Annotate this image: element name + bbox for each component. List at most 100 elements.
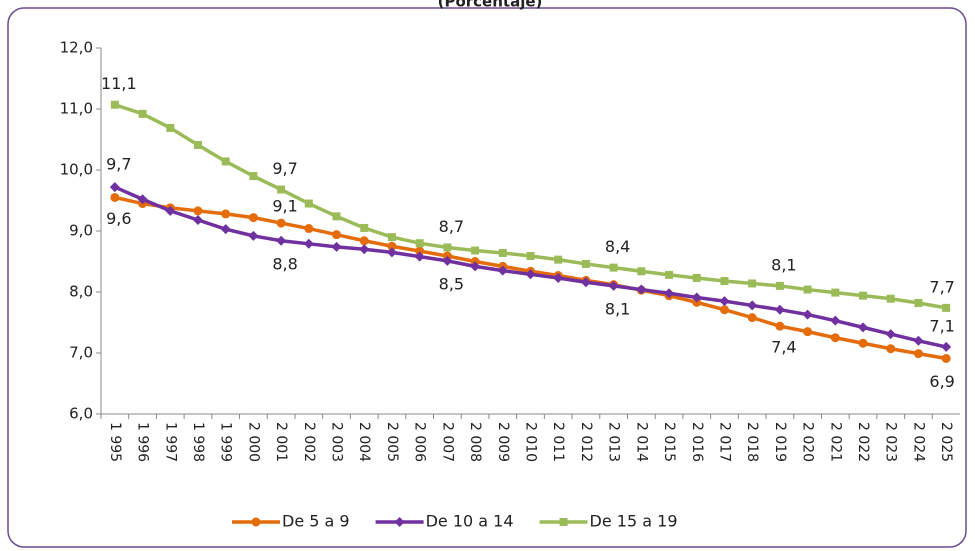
point bbox=[941, 341, 952, 352]
x-tick-label: 2 020 bbox=[800, 422, 816, 462]
point bbox=[415, 246, 425, 256]
x-tick-label: 2 011 bbox=[550, 422, 566, 462]
point bbox=[497, 265, 508, 276]
point bbox=[192, 215, 203, 226]
point bbox=[803, 285, 812, 294]
point bbox=[387, 241, 397, 251]
point bbox=[691, 292, 702, 303]
x-tick-label: 1 997 bbox=[162, 422, 178, 462]
point bbox=[747, 300, 758, 311]
x-tick-label: 1 995 bbox=[107, 422, 123, 462]
point bbox=[608, 280, 619, 291]
x-tick-label: 2 012 bbox=[578, 422, 594, 462]
point bbox=[886, 344, 896, 354]
point bbox=[304, 199, 313, 208]
point bbox=[165, 205, 176, 216]
y-tick-label: 12,0 bbox=[60, 39, 93, 57]
point bbox=[193, 140, 202, 149]
data-label: 9,7 bbox=[272, 159, 297, 178]
series bbox=[109, 182, 952, 352]
point bbox=[220, 224, 231, 235]
x-tick-label: 2 016 bbox=[689, 422, 705, 462]
x-tick-label: 2 010 bbox=[523, 422, 539, 462]
point bbox=[581, 259, 590, 268]
data-label: 8,5 bbox=[439, 274, 464, 293]
point bbox=[193, 206, 203, 216]
x-tick-label: 2 014 bbox=[633, 422, 649, 462]
point bbox=[914, 298, 923, 307]
point bbox=[415, 239, 424, 248]
series bbox=[110, 100, 951, 312]
point bbox=[719, 296, 730, 307]
y-tick-label: 11,0 bbox=[60, 100, 93, 118]
point bbox=[251, 517, 261, 527]
x-tick-label: 2 004 bbox=[356, 422, 372, 462]
data-label: 9,6 bbox=[106, 209, 131, 228]
point bbox=[913, 349, 923, 359]
point bbox=[774, 304, 785, 315]
x-tick-label: 2 013 bbox=[606, 422, 622, 462]
data-label: 8,4 bbox=[605, 237, 630, 256]
point bbox=[414, 251, 425, 262]
point bbox=[138, 109, 147, 118]
x-tick-label: 2 007 bbox=[439, 422, 455, 462]
point bbox=[748, 279, 757, 288]
point bbox=[109, 182, 120, 193]
point bbox=[609, 263, 618, 272]
data-label: 8,1 bbox=[771, 255, 796, 274]
data-label: 7,1 bbox=[929, 316, 954, 335]
point bbox=[580, 277, 591, 288]
data-label: 8,1 bbox=[605, 299, 630, 318]
point bbox=[886, 294, 895, 303]
point bbox=[858, 322, 869, 333]
point bbox=[858, 338, 868, 348]
point bbox=[249, 172, 258, 181]
point bbox=[359, 244, 370, 255]
point bbox=[442, 255, 453, 266]
x-tick-label: 2 021 bbox=[827, 422, 843, 462]
point bbox=[636, 284, 647, 295]
point bbox=[303, 238, 314, 249]
x-tick-label: 2 008 bbox=[467, 422, 483, 462]
point bbox=[802, 309, 813, 320]
point bbox=[526, 252, 535, 261]
point bbox=[471, 246, 480, 255]
y-tick-label: 9,0 bbox=[69, 222, 93, 240]
point bbox=[720, 277, 729, 286]
point bbox=[276, 235, 287, 246]
point bbox=[637, 267, 646, 276]
x-tick-label: 2 001 bbox=[273, 422, 289, 462]
x-tick-label: 2 018 bbox=[744, 422, 760, 462]
x-tick-label: 2 024 bbox=[910, 422, 926, 462]
point bbox=[276, 218, 286, 228]
x-tick-label: 2 019 bbox=[772, 422, 788, 462]
data-label: 8,8 bbox=[272, 254, 297, 273]
point bbox=[559, 518, 568, 526]
point bbox=[248, 213, 258, 223]
y-tick-label: 8,0 bbox=[69, 283, 93, 301]
point bbox=[331, 241, 342, 252]
point bbox=[831, 288, 840, 297]
data-label: 6,9 bbox=[929, 372, 954, 391]
point bbox=[747, 313, 757, 323]
point bbox=[941, 353, 951, 363]
point bbox=[248, 230, 259, 241]
x-tick-label: 2 005 bbox=[384, 422, 400, 462]
point bbox=[360, 223, 369, 232]
y-tick-label: 6,0 bbox=[69, 405, 93, 423]
point bbox=[775, 281, 784, 290]
point bbox=[553, 272, 564, 283]
legend-label: De 5 a 9 bbox=[282, 512, 350, 531]
y-tick-label: 7,0 bbox=[69, 344, 93, 362]
x-tick-label: 2 023 bbox=[883, 422, 899, 462]
point bbox=[692, 273, 701, 282]
point bbox=[110, 192, 120, 202]
point bbox=[942, 303, 951, 312]
x-tick-label: 2 000 bbox=[245, 422, 261, 462]
point bbox=[332, 212, 341, 221]
point bbox=[554, 255, 563, 264]
data-label: 8,7 bbox=[439, 217, 464, 236]
point bbox=[719, 305, 729, 315]
point bbox=[665, 270, 674, 279]
